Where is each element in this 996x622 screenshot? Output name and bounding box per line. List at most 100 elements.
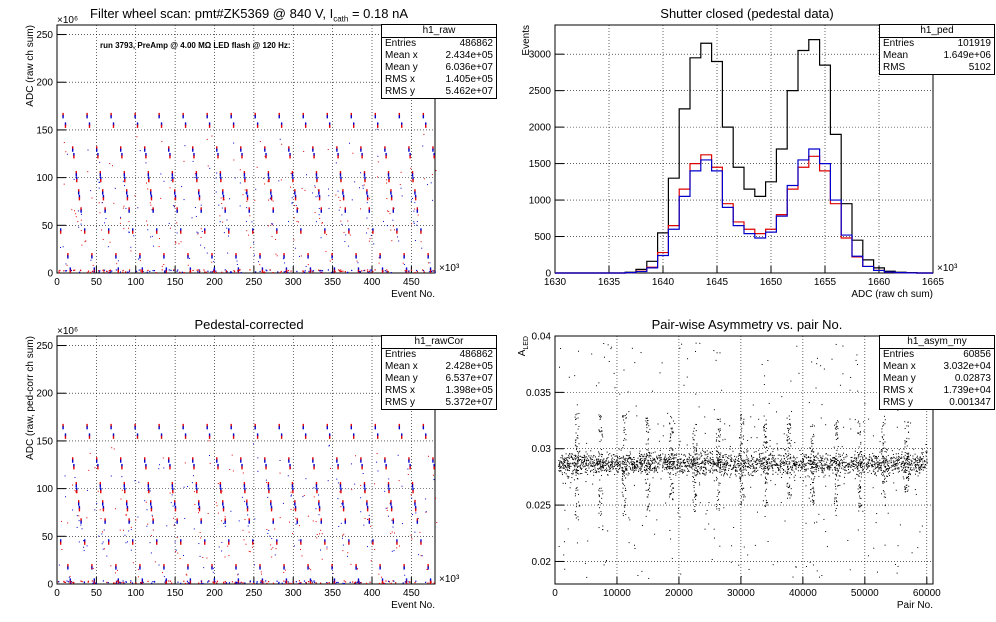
data-point <box>922 461 924 463</box>
data-point <box>575 511 577 513</box>
data-point <box>425 581 427 583</box>
data-point <box>821 467 823 469</box>
data-point <box>636 464 638 466</box>
data-point <box>134 426 136 430</box>
data-point <box>316 534 318 536</box>
data-point <box>249 551 251 553</box>
data-point <box>605 459 607 461</box>
data-point <box>624 499 626 501</box>
data-point <box>112 124 115 128</box>
data-point <box>684 465 686 467</box>
data-point <box>278 582 280 584</box>
data-point <box>208 440 210 442</box>
data-point <box>140 270 142 272</box>
data-point <box>89 452 91 454</box>
data-point <box>69 267 71 271</box>
data-point <box>713 461 715 463</box>
data-point <box>62 423 64 428</box>
data-point <box>828 475 830 477</box>
data-point <box>183 199 185 201</box>
data-point <box>325 250 327 252</box>
data-point <box>907 475 909 477</box>
data-point <box>621 491 623 493</box>
data-point <box>416 518 419 522</box>
data-point <box>765 430 767 432</box>
data-point <box>152 518 154 522</box>
data-point <box>709 469 711 471</box>
data-point <box>815 467 817 469</box>
data-point <box>876 461 878 463</box>
data-point <box>717 428 719 430</box>
data-point <box>381 582 383 584</box>
data-point <box>64 270 67 272</box>
data-point <box>920 458 922 460</box>
data-point <box>414 581 416 584</box>
data-point <box>219 484 222 488</box>
stats-name: h1_raw <box>382 25 496 38</box>
data-point <box>890 466 892 468</box>
data-point <box>862 471 864 473</box>
data-point <box>158 115 160 119</box>
data-point <box>633 464 635 466</box>
data-point <box>72 581 74 583</box>
data-point <box>270 548 272 550</box>
data-point <box>602 459 604 461</box>
data-point <box>623 505 625 507</box>
data-point <box>184 122 187 126</box>
data-point <box>874 462 876 464</box>
data-point <box>742 465 744 467</box>
data-point <box>821 466 823 468</box>
data-point <box>609 464 611 466</box>
data-point <box>77 189 80 193</box>
data-point <box>342 500 344 504</box>
data-point <box>890 457 892 459</box>
data-point <box>580 463 582 465</box>
stats-value: 2.428e+05 <box>445 361 493 372</box>
data-point <box>620 457 622 459</box>
data-point <box>236 263 238 265</box>
x-tick-label: 40000 <box>789 588 817 599</box>
data-point <box>909 463 911 465</box>
data-point <box>625 457 627 459</box>
data-point <box>717 493 719 495</box>
data-point <box>581 457 583 459</box>
data-point <box>914 473 916 475</box>
data-point <box>660 454 662 456</box>
data-point <box>623 473 625 475</box>
data-point <box>361 466 363 470</box>
data-point <box>568 470 570 472</box>
data-point <box>184 124 187 128</box>
data-point <box>664 467 666 469</box>
data-point <box>901 456 903 458</box>
data-point <box>613 464 615 466</box>
data-point <box>625 433 627 435</box>
data-point <box>841 460 843 462</box>
data-point <box>581 467 583 469</box>
data-point <box>272 518 274 522</box>
data-point <box>730 457 732 459</box>
data-point <box>244 487 246 491</box>
data-point <box>252 539 254 543</box>
data-point <box>70 269 72 272</box>
data-point <box>679 459 681 461</box>
data-point <box>407 581 409 583</box>
data-point <box>328 122 331 126</box>
data-point <box>628 463 630 465</box>
data-point <box>692 475 694 477</box>
data-point <box>901 463 903 465</box>
data-point <box>925 451 927 453</box>
data-point <box>101 533 103 535</box>
data-point <box>678 453 680 455</box>
data-point <box>384 270 386 272</box>
data-point <box>674 467 676 469</box>
data-point <box>793 455 795 457</box>
data-point <box>663 458 665 460</box>
x-tick-label: 1640 <box>652 277 675 288</box>
data-point <box>585 468 587 470</box>
data-point <box>754 469 756 471</box>
data-point <box>611 462 613 464</box>
data-point <box>312 270 315 272</box>
data-point <box>797 470 799 472</box>
data-point <box>100 176 102 180</box>
data-point <box>610 464 612 466</box>
